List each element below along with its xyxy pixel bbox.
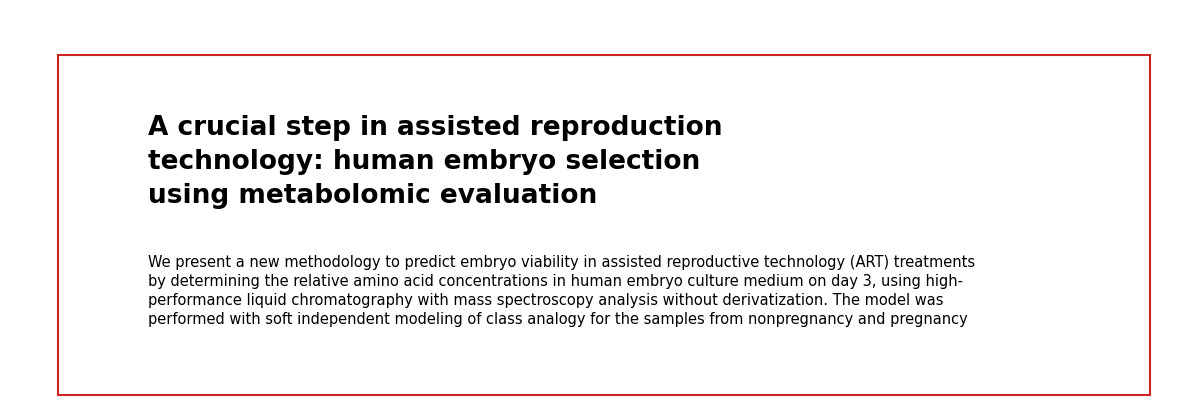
Bar	[58, 55, 1150, 395]
Text: technology: human embryo selection: technology: human embryo selection	[148, 149, 701, 175]
Text: A crucial step in assisted reproduction: A crucial step in assisted reproduction	[148, 115, 722, 141]
Text: performance liquid chromatography with mass spectroscopy analysis without deriva: performance liquid chromatography with m…	[148, 293, 943, 308]
Text: using metabolomic evaluation: using metabolomic evaluation	[148, 183, 598, 209]
Text: performed with soft independent modeling of class analogy for the samples from n: performed with soft independent modeling…	[148, 312, 967, 327]
Text: We present a new methodology to predict embryo viability in assisted reproductiv: We present a new methodology to predict …	[148, 255, 976, 270]
Text: by determining the relative amino acid concentrations in human embryo culture me: by determining the relative amino acid c…	[148, 274, 964, 289]
